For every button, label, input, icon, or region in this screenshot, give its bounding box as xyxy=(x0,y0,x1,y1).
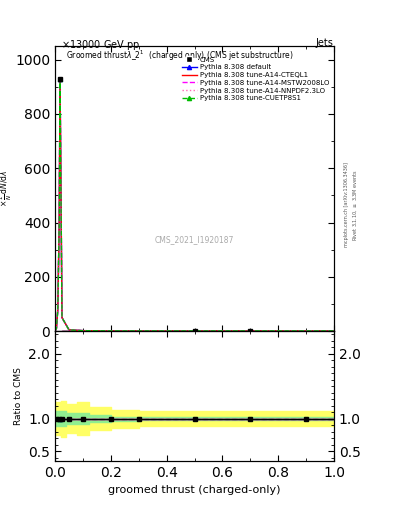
Y-axis label: $\mathrm{d}^2N$ / $\mathrm{d}\lambda\,\mathrm{d}p_T$
$\times\, \frac{1}{N}\,\mat: $\mathrm{d}^2N$ / $\mathrm{d}\lambda\,\m… xyxy=(0,165,14,212)
Text: mcplots.cern.ch [arXiv:1306.3436]: mcplots.cern.ch [arXiv:1306.3436] xyxy=(344,162,349,247)
Text: CMS_2021_I1920187: CMS_2021_I1920187 xyxy=(155,236,234,244)
Y-axis label: Ratio to CMS: Ratio to CMS xyxy=(14,367,23,425)
Text: $\times$13000 GeV pp: $\times$13000 GeV pp xyxy=(61,38,140,52)
X-axis label: groomed thrust (charged-only): groomed thrust (charged-only) xyxy=(108,485,281,495)
Text: Groomed thrust$\lambda\_2^1$  (charged only) (CMS jet substructure): Groomed thrust$\lambda\_2^1$ (charged on… xyxy=(66,49,294,63)
Legend: CMS, Pythia 8.308 default, Pythia 8.308 tune-A14-CTEQL1, Pythia 8.308 tune-A14-M: CMS, Pythia 8.308 default, Pythia 8.308 … xyxy=(180,55,331,103)
Text: Rivet 3.1.10, $\geq$ 3.3M events: Rivet 3.1.10, $\geq$ 3.3M events xyxy=(352,169,359,241)
Text: Jets: Jets xyxy=(316,38,333,49)
